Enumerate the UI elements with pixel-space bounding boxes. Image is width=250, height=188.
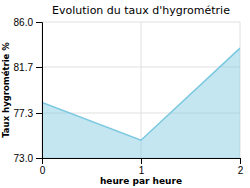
tick-label: 81.7 [14,62,34,73]
tick: 2 [238,158,244,176]
axis-line [43,159,241,165]
tick-mark [36,67,42,68]
axis-line [36,23,43,159]
tick-mark [240,158,241,164]
grid-line [141,22,142,158]
x-axis-title: heure par heure [100,176,182,186]
y-axis: 73.0 77.3 81.7 86.0 [14,17,43,164]
tick: 73.0 [14,153,42,164]
tick-mark [141,158,142,164]
tick-label: 0 [40,165,46,176]
tick-mark [36,158,42,159]
grid [42,22,240,158]
y-axis-title: Taux hygrométrie % [1,42,11,138]
tick: 0 [40,158,46,176]
tick: 86.0 [14,17,42,28]
marks [42,48,240,158]
tick-label: 1 [139,165,145,176]
tick-mark [36,22,42,23]
x-axis: 0 1 2 [40,158,244,176]
tick-label: 77.3 [14,108,34,119]
tick: 77.3 [14,108,42,119]
tick: 1 [139,158,145,176]
tick-label: 2 [238,165,244,176]
title: Evolution du taux d'hygrométrie [52,4,230,17]
tick-mark [36,113,42,114]
plot: 0 1 2 73.0 77.3 81.7 86.0 [14,17,244,176]
line [42,48,240,140]
area [42,48,240,158]
tick-label: 86.0 [14,17,34,28]
tick-label: 73.0 [14,153,34,164]
tick: 81.7 [14,62,42,73]
chart: 0 1 2 73.0 77.3 81.7 86.0 Evolution du taux d'h… [0,0,250,188]
